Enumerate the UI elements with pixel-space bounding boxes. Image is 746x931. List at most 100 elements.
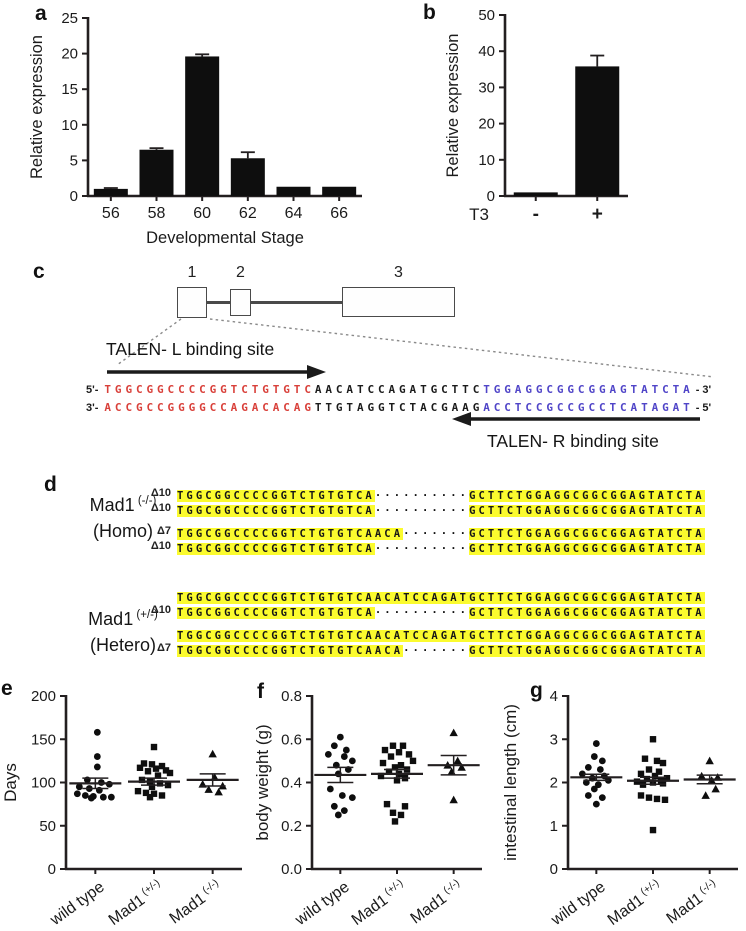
y-tick-label: 20	[478, 116, 495, 133]
bar-56	[93, 188, 128, 196]
data-point	[409, 757, 417, 765]
exon-number-2: 2	[236, 264, 245, 281]
data-point	[348, 794, 356, 802]
data-point	[330, 742, 338, 750]
talen-l-arrowhead	[307, 365, 326, 379]
data-point	[598, 794, 606, 802]
data-point	[142, 789, 150, 797]
data-point	[393, 777, 401, 784]
y-axis-label: body weight (g)	[253, 724, 272, 840]
allele-sequence: TGGCGGCCCCGGTCTGTGTCAACATCCAGATGCTTCTGGA…	[177, 592, 705, 604]
y-tick-label: 0.2	[281, 818, 302, 835]
talen-r-arrowhead	[452, 412, 471, 426]
y-axis-label: Relative expression	[444, 34, 462, 178]
x-category-label: 66	[330, 205, 348, 222]
y-tick-label: 40	[478, 43, 495, 60]
bar-64	[276, 186, 311, 196]
data-point	[590, 785, 598, 793]
x-group-label: Mad1 (+/-)	[604, 877, 666, 929]
bar-62	[230, 158, 265, 196]
y-tick-label: 3	[550, 731, 558, 748]
genotype-label: Mad1 (+/-) (Hetero)	[88, 609, 158, 655]
data-point	[653, 757, 661, 765]
data-point	[457, 763, 466, 771]
y-tick-label: 0.4	[281, 775, 302, 792]
y-tick-label: 5	[70, 152, 78, 169]
deletion-size-label: Δ7	[156, 525, 171, 537]
data-point	[330, 802, 338, 810]
x-category-label: 58	[148, 205, 166, 222]
data-point	[705, 756, 714, 765]
exon-box-3	[342, 287, 455, 317]
bar--	[513, 192, 558, 196]
data-point	[204, 785, 213, 793]
alignment-row: Δ10 TGGCGGCCCCGGTCTGTGTCA··········GCTTCT…	[151, 486, 705, 502]
data-point	[389, 809, 397, 816]
y-tick-label: 0	[487, 188, 495, 205]
y-tick-label: 0.6	[281, 731, 302, 748]
data-point	[156, 780, 164, 787]
y-axis-label: Days	[1, 763, 20, 802]
talen-arrows-overlay	[107, 318, 715, 426]
y-tick-label: 0	[48, 861, 56, 878]
data-point	[340, 807, 348, 815]
y-tick-label: 15	[61, 81, 78, 98]
deletion-size-label: Δ10	[150, 540, 171, 552]
deletion-size-label: Δ10	[150, 604, 171, 616]
x-group-label: wild type	[47, 878, 108, 929]
data-point	[655, 768, 663, 775]
data-point	[334, 811, 342, 819]
data-point	[584, 792, 592, 799]
data-point	[659, 759, 667, 767]
y-tick-label: 0.8	[281, 688, 302, 705]
talen-l-label: TALEN- L binding site	[106, 339, 275, 359]
talen-r-label: TALEN- R binding site	[487, 431, 659, 451]
data-point	[340, 753, 348, 760]
chart-content-a: 0 5 10 15 20 25 Relative expression 56 58 60 62 64 6…	[28, 10, 362, 247]
data-point	[148, 761, 156, 768]
panel-label-c: c	[33, 260, 45, 283]
talen-r-site-seq: TGGAGGCGGCGGAGTATCTA	[483, 383, 694, 396]
alignment-row: TGGCGGCCCCGGTCTGTGTCAACATCCAGATGCTTCTGGA…	[177, 626, 705, 642]
data-point	[405, 751, 413, 758]
data-point	[711, 784, 720, 793]
data-point	[391, 764, 399, 771]
panel-b-bar-chart: 0 10 20 30 40 50 Relative expression - + T3	[444, 7, 628, 225]
data-point	[154, 772, 162, 779]
data-point	[377, 772, 385, 780]
x-category-label: -	[533, 204, 539, 225]
panel-label-b: b	[423, 1, 436, 24]
data-point	[87, 794, 95, 802]
data-point	[152, 765, 160, 772]
y-tick-label: 10	[478, 152, 495, 169]
x-row-label: T3	[469, 205, 489, 224]
y-tick-label: 0	[70, 188, 78, 205]
data-point	[649, 736, 657, 743]
panel-d-alignments: Mad1 (-/-) (Homo) Δ10 TGGCGGCCCCGGTCTGTGTCA…	[0, 470, 746, 684]
y-tick-label: 50	[39, 818, 56, 835]
x-category-label: 62	[239, 205, 257, 222]
data-point	[663, 774, 671, 782]
panel-label-e: e	[1, 677, 13, 700]
talen-l-site-seq-rc: ACCGCCGGGGCCAGACACAG	[104, 401, 315, 414]
data-point	[379, 759, 387, 767]
seq-5prime-label: - 5'	[695, 402, 712, 414]
data-point	[208, 749, 217, 758]
data-point	[93, 753, 101, 760]
intron-line-2	[250, 301, 343, 304]
x-group-label: wild type	[548, 878, 609, 929]
x-category-label: 64	[285, 205, 303, 222]
zoom-dashed-line-left	[116, 318, 182, 366]
data-point	[391, 818, 399, 825]
data-point	[99, 793, 107, 801]
deletion-size-label: Δ7	[156, 642, 171, 654]
data-point	[389, 742, 397, 749]
data-point	[643, 775, 651, 783]
data-point	[150, 743, 158, 751]
data-point	[81, 792, 89, 799]
data-point	[336, 733, 344, 741]
data-point	[651, 772, 659, 780]
allele-sequence: TGGCGGCCCCGGTCTGTGTCAACA·······GCTTCTGGA…	[177, 528, 705, 540]
